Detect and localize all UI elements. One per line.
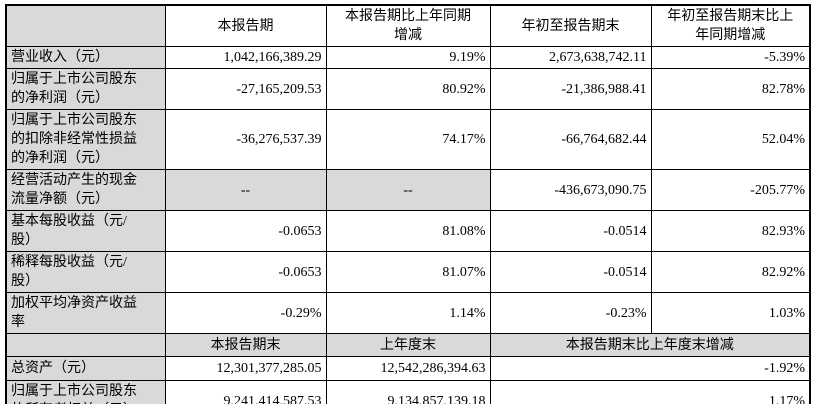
col-header-ytd-yoy: 年初至报告期末比上 年同期增减 xyxy=(650,4,811,47)
value-cell: 12,301,377,285.05 xyxy=(164,356,327,381)
col-header-ytd: 年初至报告期末 xyxy=(489,4,652,47)
value-cell: 1.17% xyxy=(489,380,811,404)
row-label: 归属于上市公司股东 的扣除非经常性损益 的净利润（元） xyxy=(5,109,166,170)
row-basic-eps: 基本每股收益（元/ 股） -0.0653 81.08% -0.0514 82.9… xyxy=(5,210,811,252)
value-cell: -5.39% xyxy=(650,46,811,69)
value-cell: 80.92% xyxy=(325,68,491,110)
value-cell: -27,165,209.53 xyxy=(164,68,327,110)
value-cell-na: -- xyxy=(164,169,327,211)
corner-cell xyxy=(5,4,166,47)
value-cell: 81.07% xyxy=(325,251,491,293)
value-cell: -436,673,090.75 xyxy=(489,169,652,211)
row-diluted-eps: 稀释每股收益（元/ 股） -0.0653 81.07% -0.0514 82.9… xyxy=(5,251,811,293)
value-cell: 9,241,414,587.53 xyxy=(164,380,327,404)
value-cell: -36,276,537.39 xyxy=(164,109,327,170)
row-label: 总资产（元） xyxy=(5,356,166,381)
value-cell: -66,764,682.44 xyxy=(489,109,652,170)
col-header-current-period: 本报告期 xyxy=(164,4,327,47)
row-net-profit: 归属于上市公司股东 的净利润（元） -27,165,209.53 80.92% … xyxy=(5,68,811,110)
row-net-profit-excl-nonrecurring: 归属于上市公司股东 的扣除非经常性损益 的净利润（元） -36,276,537.… xyxy=(5,109,811,170)
col-header-end-of-period: 本报告期末 xyxy=(164,333,327,357)
value-cell: 74.17% xyxy=(325,109,491,170)
value-cell-na: -- xyxy=(325,169,491,211)
col-header-current-period-yoy: 本报告期比上年同期 增减 xyxy=(325,4,491,47)
row-label: 营业收入（元） xyxy=(5,46,166,69)
col-header-change-vs-last-year-end: 本报告期末比上年度末增减 xyxy=(489,333,811,357)
row-label: 归属于上市公司股东 的所有者权益（元） xyxy=(5,380,166,404)
row-owners-equity: 归属于上市公司股东 的所有者权益（元） 9,241,414,587.53 9,1… xyxy=(5,380,811,404)
value-cell: -1.92% xyxy=(489,356,811,381)
value-cell: -0.0653 xyxy=(164,210,327,252)
row-operating-cash-flow: 经营活动产生的现金 流量净额（元） -- -- -436,673,090.75 … xyxy=(5,169,811,211)
value-cell: 1.14% xyxy=(325,292,491,334)
row-label: 加权平均净资产收益 率 xyxy=(5,292,166,334)
row-total-assets: 总资产（元） 12,301,377,285.05 12,542,286,394.… xyxy=(5,356,811,381)
value-cell: -0.0514 xyxy=(489,251,652,293)
corner-cell xyxy=(5,333,166,357)
row-label: 稀释每股收益（元/ 股） xyxy=(5,251,166,293)
value-cell: 81.08% xyxy=(325,210,491,252)
row-operating-revenue: 营业收入（元） 1,042,166,389.29 9.19% 2,673,638… xyxy=(5,46,811,69)
value-cell: 9.19% xyxy=(325,46,491,69)
value-cell: 2,673,638,742.11 xyxy=(489,46,652,69)
value-cell: 9,134,857,139.18 xyxy=(325,380,491,404)
value-cell: 82.92% xyxy=(650,251,811,293)
value-cell: -205.77% xyxy=(650,169,811,211)
col-header-end-of-last-year: 上年度末 xyxy=(325,333,491,357)
row-label: 经营活动产生的现金 流量净额（元） xyxy=(5,169,166,211)
value-cell: 12,542,286,394.63 xyxy=(325,356,491,381)
row-label: 归属于上市公司股东 的净利润（元） xyxy=(5,68,166,110)
value-cell: 52.04% xyxy=(650,109,811,170)
value-cell: -0.0653 xyxy=(164,251,327,293)
value-cell: -0.29% xyxy=(164,292,327,334)
value-cell: 82.93% xyxy=(650,210,811,252)
row-weighted-avg-roe: 加权平均净资产收益 率 -0.29% 1.14% -0.23% 1.03% xyxy=(5,292,811,334)
value-cell: -21,386,988.41 xyxy=(489,68,652,110)
value-cell: -0.0514 xyxy=(489,210,652,252)
financial-summary-table: 本报告期 本报告期比上年同期 增减 年初至报告期末 年初至报告期末比上 年同期增… xyxy=(5,4,811,404)
period-header-row: 本报告期 本报告期比上年同期 增减 年初至报告期末 年初至报告期末比上 年同期增… xyxy=(5,4,811,47)
balance-header-row: 本报告期末 上年度末 本报告期末比上年度末增减 xyxy=(5,333,811,357)
value-cell: 1.03% xyxy=(650,292,811,334)
value-cell: -0.23% xyxy=(489,292,652,334)
value-cell: 1,042,166,389.29 xyxy=(164,46,327,69)
row-label: 基本每股收益（元/ 股） xyxy=(5,210,166,252)
value-cell: 82.78% xyxy=(650,68,811,110)
